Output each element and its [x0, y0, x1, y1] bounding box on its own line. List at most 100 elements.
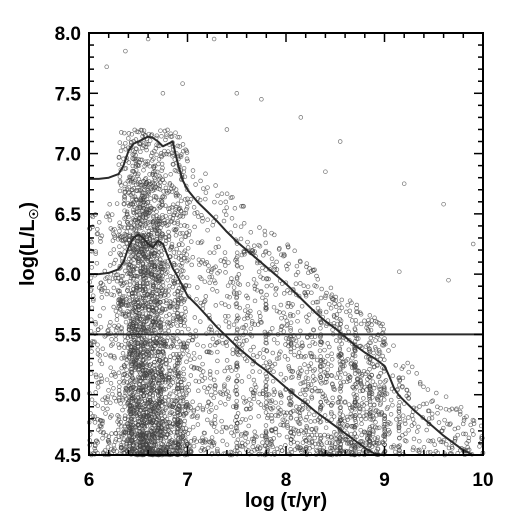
scatter-point	[160, 283, 166, 288]
scatter-point	[172, 168, 178, 173]
scatter-point	[329, 357, 335, 362]
scatter-point	[337, 395, 342, 400]
scatter-point	[117, 233, 123, 238]
scatter-point	[430, 438, 436, 443]
scatter-point	[98, 239, 103, 244]
scatter-point	[157, 197, 162, 203]
scatter-point	[191, 366, 197, 371]
scatter-point	[209, 274, 215, 280]
scatter-point	[375, 354, 380, 359]
scatter-point	[132, 210, 137, 216]
scatter-point	[255, 354, 260, 359]
scatter-point	[157, 340, 163, 345]
scatter-point	[128, 402, 134, 408]
scatter-point	[106, 437, 111, 443]
scatter-point	[129, 132, 135, 137]
scatter-point	[140, 432, 145, 437]
scatter-point	[123, 147, 128, 152]
scatter-point	[178, 319, 184, 325]
scatter-point	[178, 379, 183, 385]
scatter-point	[228, 424, 234, 430]
scatter-point	[376, 441, 381, 446]
scatter-point	[371, 416, 376, 421]
scatter-point	[212, 421, 218, 426]
scatter-point	[352, 424, 357, 430]
scatter-point	[261, 253, 266, 258]
scatter-point	[141, 439, 146, 444]
scatter-point	[329, 409, 334, 415]
scatter-point	[173, 130, 178, 135]
scatter-point	[367, 402, 373, 408]
scatter-point	[324, 376, 329, 382]
scatter-point	[232, 206, 238, 211]
scatter-point	[123, 319, 129, 325]
scatter-point	[234, 275, 240, 280]
scatter-point	[182, 197, 188, 202]
scatter-point	[165, 424, 171, 430]
scatter-point	[185, 431, 191, 436]
scatter-point	[186, 381, 191, 387]
scatter-point	[312, 367, 318, 372]
scatter-point	[153, 146, 159, 151]
scatter-point	[138, 242, 143, 247]
scatter-point	[349, 360, 354, 366]
scatter-point	[220, 438, 225, 444]
scatter-point	[122, 130, 127, 136]
scatter-point	[164, 445, 169, 451]
scatter-point	[140, 371, 146, 376]
scatter-point	[261, 355, 266, 360]
scatter-point	[167, 247, 173, 252]
scatter-point	[318, 379, 323, 384]
scatter-point	[158, 436, 164, 441]
scatter-point	[105, 394, 111, 399]
scatter-point	[226, 260, 231, 265]
scatter-point	[97, 358, 103, 363]
scatter-point	[337, 435, 343, 440]
scatter-point	[166, 379, 171, 385]
scatter-point	[164, 421, 170, 427]
scatter-point	[281, 410, 287, 415]
scatter-point	[309, 432, 314, 438]
scatter-point	[272, 232, 277, 238]
scatter-point	[269, 416, 274, 421]
scatter-point	[98, 324, 104, 330]
scatter-point	[252, 322, 257, 327]
scatter-point	[221, 218, 227, 224]
scatter-point	[187, 229, 192, 234]
scatter-point	[367, 346, 372, 351]
scatter-point	[234, 421, 240, 426]
scatter-point	[222, 250, 228, 255]
scatter-point	[195, 406, 200, 411]
scatter-point	[224, 191, 230, 197]
scatter-point	[133, 167, 139, 173]
scatter-point	[184, 348, 190, 353]
scatter-point	[150, 392, 156, 397]
scatter-point	[149, 385, 155, 391]
scatter-point	[167, 368, 172, 373]
scatter-point	[175, 446, 180, 451]
scatter-point	[140, 313, 145, 319]
scatter-point	[200, 361, 205, 367]
scatter-point	[189, 239, 194, 244]
scatter-point	[143, 293, 148, 298]
scatter-point	[175, 314, 181, 319]
scatter-point	[159, 425, 165, 431]
scatter-point	[119, 295, 125, 301]
scatter-point	[471, 432, 476, 437]
scatter-point	[205, 417, 210, 423]
scatter-point	[252, 429, 257, 435]
scatter-point	[145, 300, 150, 306]
scatter-point	[131, 322, 136, 327]
scatter-point	[317, 445, 323, 451]
scatter-point	[182, 318, 188, 323]
scatter-point	[382, 336, 387, 341]
scatter-point	[201, 447, 207, 453]
scatter-point	[352, 445, 358, 451]
scatter-point	[146, 191, 151, 197]
scatter-point	[369, 322, 374, 328]
scatter-point	[338, 361, 343, 367]
scatter-point	[139, 299, 145, 305]
scatter-point	[421, 401, 426, 407]
scatter-point	[120, 397, 125, 403]
scatter-point	[182, 248, 188, 254]
